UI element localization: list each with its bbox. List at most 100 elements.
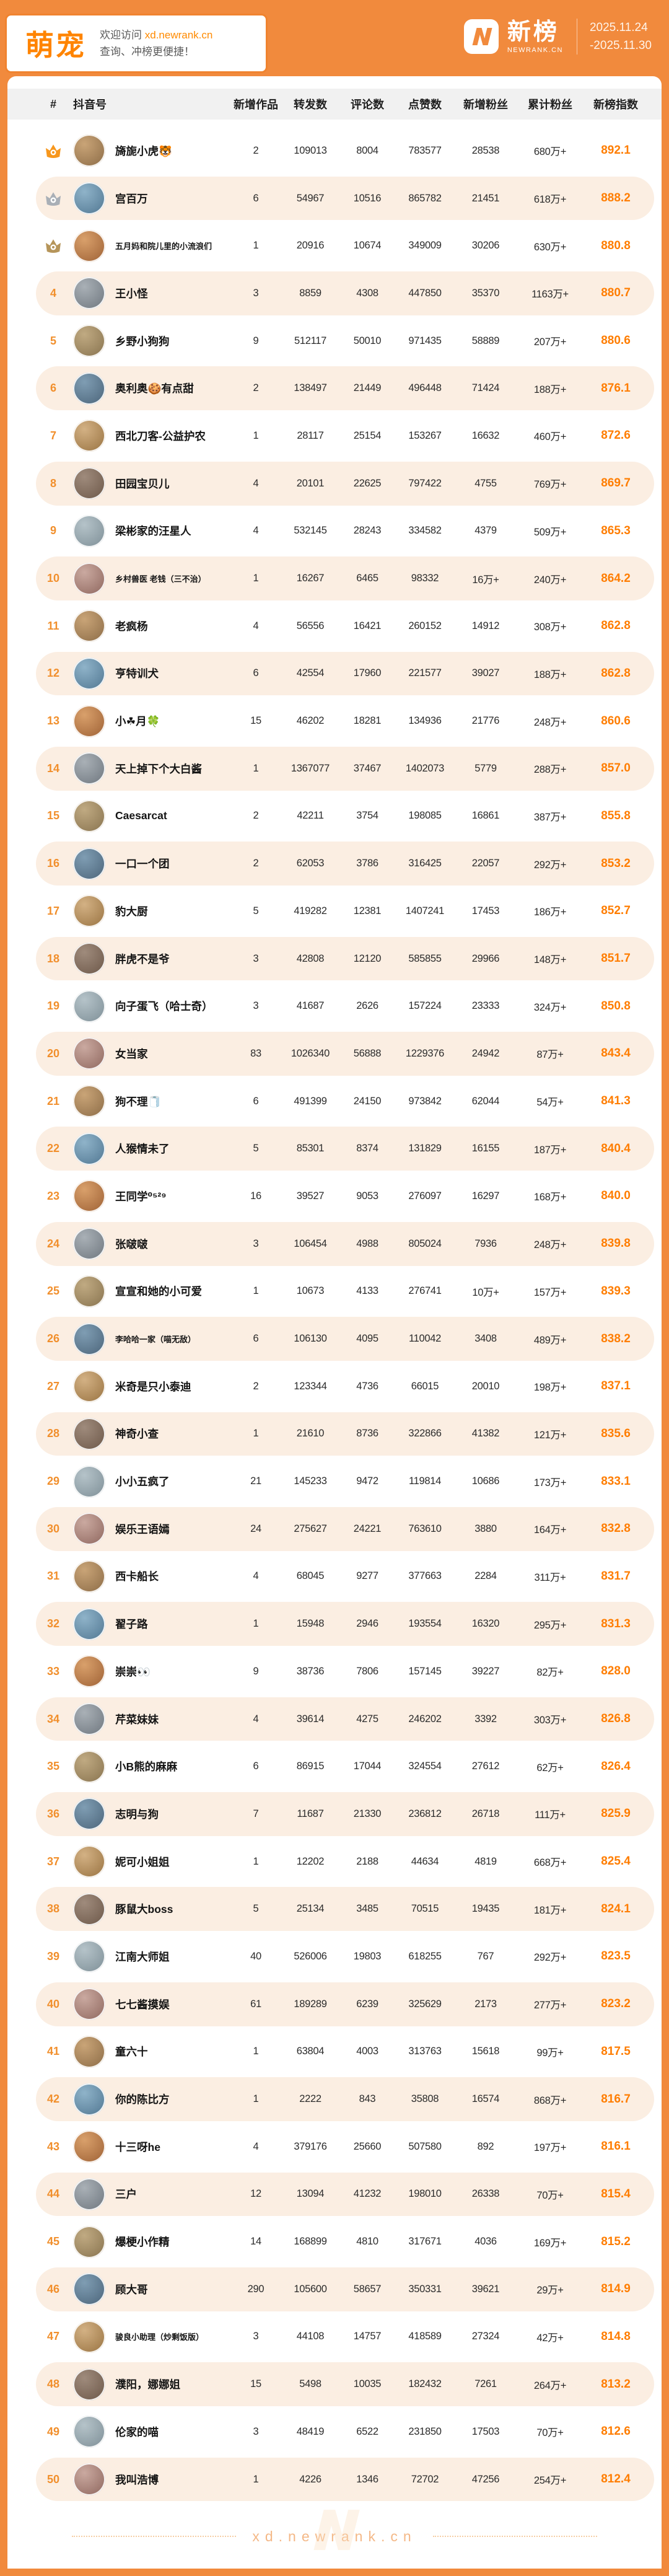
stat-shares: 42808 [296, 952, 325, 964]
table-row[interactable]: 35 小B熊的麻麻 6 86915 17044 324554 27612 62万+ 826.4 [7, 1743, 662, 1790]
stat-shares: 42554 [296, 667, 325, 679]
table-row[interactable]: 38 豚鼠大boss 5 25134 3485 70515 19435 181万+ 824.1 [7, 1885, 662, 1933]
table-row[interactable]: 13 小☘月🍀 15 46202 18281 134936 21776 248万+ 860.6 [7, 697, 662, 745]
table-row[interactable]: 27 米奇是只小泰迪 2 123344 4736 66015 20010 198万+ 837.1 [7, 1363, 662, 1410]
table-row[interactable]: 43 十三呀he 4 379176 25660 507580 892 197万+ 816.1 [7, 2123, 662, 2171]
stat-new-works: 1 [253, 2473, 259, 2485]
stat-shares: 13094 [296, 2188, 325, 2200]
stat-likes: 618255 [408, 1950, 442, 1962]
account-name: 七七酱摸娱 [115, 1998, 170, 2011]
table-row[interactable]: 旖旎小虎🐯 2 109013 8004 783577 28538 680万+ 892.1 [7, 127, 662, 175]
stat-comments: 4133 [356, 1285, 378, 1297]
rank-number: 43 [46, 2140, 60, 2153]
table-row[interactable]: 18 胖虎不是爷 3 42808 12120 585855 29966 148万+ 851.7 [7, 935, 662, 983]
rank-number: 9 [50, 524, 56, 537]
table-row[interactable]: 25 宣宣和她的小可爱 1 10673 4133 276741 10万+ 157万+ 839.3 [7, 1268, 662, 1316]
row-highlight-pill [36, 176, 654, 221]
stat-total-fans: 288万+ [533, 764, 567, 776]
table-row[interactable]: 37 妮可小姐姐 1 12202 2188 44634 4819 668万+ 825.4 [7, 1838, 662, 1886]
stat-total-fans: 186万+ [533, 907, 567, 918]
table-row[interactable]: 22 人猴情未了 5 85301 8374 131829 16155 187万+ 840.4 [7, 1125, 662, 1172]
table-row[interactable]: 30 娱乐王语嫣 24 275627 24221 763610 3880 164万+ 832.8 [7, 1505, 662, 1553]
table-row[interactable]: 4 王小怪 3 8859 4308 447850 35370 1163万+ 880.7 [7, 270, 662, 317]
table-row[interactable]: 8 田园宝贝儿 4 20101 22625 797422 4755 769万+ 869.7 [7, 460, 662, 508]
account-name: 顾大哥 [115, 2283, 148, 2296]
newrank-index: 828.0 [601, 1664, 631, 1678]
table-row[interactable]: 宫百万 6 54967 10516 865782 21451 618万+ 888.2 [7, 175, 662, 222]
table-row[interactable]: 7 西北刀客-公益护农 1 28117 25154 153267 16632 460万+ 872… [7, 412, 662, 460]
table-row[interactable]: 28 神奇小查 1 21610 8736 322866 41382 121万+ 835.6 [7, 1410, 662, 1458]
table-row[interactable]: 46 顾大哥 290 105600 58657 350331 39621 29万+ 814.9 [7, 2266, 662, 2313]
table-row[interactable]: 39 江南大师姐 40 526006 19803 618255 767 292万+ 823.5 [7, 1933, 662, 1980]
table-row[interactable]: 42 你的陈比方 1 2222 843 35808 16574 868万+ 816.7 [7, 2075, 662, 2123]
stat-new-fans: 14912 [471, 620, 500, 631]
stat-likes: 236812 [408, 1808, 442, 1819]
stat-total-fans: 111万+ [535, 1809, 566, 1821]
stat-new-works: 1 [253, 762, 259, 774]
rank-cell: 46 [38, 2283, 68, 2296]
avatar [73, 1940, 105, 1973]
table-row[interactable]: 47 骏良小助理（炒剩饭版） 3 44108 14757 418589 27324 42万+ 8… [7, 2313, 662, 2361]
table-row[interactable]: 20 女当家 83 1026340 56888 1229376 24942 87万+ 843.4 [7, 1030, 662, 1078]
table-row[interactable]: 36 志明与狗 7 11687 21330 236812 26718 111万+ 825.9 [7, 1790, 662, 1838]
account-name: 女当家 [115, 1047, 148, 1060]
stat-new-fans: 15618 [471, 2046, 500, 2057]
stat-total-fans: 187万+ [533, 1144, 567, 1156]
table-row[interactable]: 40 七七酱摸娱 61 189289 6239 325629 2173 277万+ 823.2 [7, 1980, 662, 2028]
stat-comments: 4308 [356, 287, 378, 299]
table-row[interactable]: 32 翟子路 1 15948 2946 193554 16320 295万+ 831.3 [7, 1600, 662, 1648]
table-row[interactable]: 45 爆梗小作精 14 168899 4810 317671 4036 169万+ 815.2 [7, 2218, 662, 2266]
rank-cell: 25 [38, 1285, 68, 1298]
stat-new-works: 1 [253, 429, 259, 441]
stat-new-fans: 41382 [471, 1428, 500, 1440]
stat-likes: 193554 [408, 1618, 442, 1630]
table-row[interactable]: 41 童六十 1 63804 4003 313763 15618 99万+ 817.5 [7, 2028, 662, 2076]
table-row[interactable]: 44 三户 12 13094 41232 198010 26338 70万+ 815.4 [7, 2171, 662, 2218]
table-row[interactable]: 17 豹大厨 5 419282 12381 1407241 17453 186万+ 852.7 [7, 887, 662, 935]
table-row[interactable]: 34 芹菜妹妹 4 39614 4275 246202 3392 303万+ 826.8 [7, 1695, 662, 1743]
row-highlight-pill [36, 936, 654, 981]
table-row[interactable]: 49 伦家的喵 3 48419 6522 231850 17503 70万+ 812.6 [7, 2408, 662, 2456]
table-row[interactable]: 50 我叫浩博 1 4226 1346 72702 47256 254万+ 812.4 [7, 2456, 662, 2503]
table-row[interactable]: 9 梁彬家的汪星人 4 532145 28243 334582 4379 509万+ 865.3 [7, 508, 662, 555]
avatar [73, 657, 105, 690]
stat-likes: 131829 [408, 1143, 442, 1154]
table-row[interactable]: 11 老疯杨 4 56556 16421 260152 14912 308万+ 862.8 [7, 602, 662, 650]
table-row[interactable]: 48 濮阳，娜娜姐 15 5498 10035 182432 7261 264万+ 813.2 [7, 2360, 662, 2408]
table-row[interactable]: 12 亨特训犬 6 42554 17960 221577 39027 188万+ 862.8 [7, 650, 662, 698]
rank-number: 17 [46, 904, 60, 917]
stat-likes: 246202 [408, 1713, 442, 1725]
rank-cell: 33 [38, 1665, 68, 1678]
rank-cell: 26 [38, 1332, 68, 1345]
table-row[interactable]: 29 小小五疯了 21 145233 9472 119814 10686 173万+ 833.1 [7, 1457, 662, 1505]
table-row[interactable]: 14 天上掉下个大白酱 1 1367077 37467 1402073 5779 288万+ 8… [7, 745, 662, 793]
account-name: 芹菜妹妹 [115, 1713, 159, 1726]
stat-comments: 4095 [356, 1333, 378, 1345]
table-row[interactable]: 19 向子蛋飞（哈士奇） 3 41687 2626 157224 23333 324万+ 850… [7, 982, 662, 1030]
avatar [73, 1988, 105, 2021]
stat-likes: 334582 [408, 525, 442, 537]
table-row[interactable]: 21 狗不理🧻 6 491399 24150 973842 62044 54万+ 841.3 [7, 1078, 662, 1125]
table-row[interactable]: 24 张啵啵 3 106454 4988 805024 7936 248万+ 839.8 [7, 1220, 662, 1268]
table-row[interactable]: 6 奥利奥🍪有点甜 2 138497 21449 496448 71424 188万+ 876.… [7, 364, 662, 412]
stat-new-works: 7 [253, 1808, 259, 1819]
table-row[interactable]: 10 乡村兽医 老钱（三不治） 1 16267 6465 98332 16万+ 240万+ 86… [7, 555, 662, 602]
stat-shares: 526006 [294, 1950, 327, 1962]
stat-likes: 973842 [408, 1095, 442, 1107]
account-name: 翟子路 [115, 1618, 148, 1631]
table-row[interactable]: 16 一口一个团 2 62053 3786 316425 22057 292万+ 853.2 [7, 840, 662, 887]
welcome-link[interactable]: xd.newrank.cn [144, 29, 213, 41]
table-row[interactable]: 15 Caesarcat 2 42211 3754 198085 16861 387万+ 855… [7, 793, 662, 840]
table-row[interactable]: 31 西卡船长 4 68045 9277 377663 2284 311万+ 831.7 [7, 1553, 662, 1601]
table-row[interactable]: 五月妈和院儿里的小流浪们 1 20916 10674 349009 30206 630万+ 8… [7, 222, 662, 270]
avatar [73, 420, 105, 452]
stat-new-fans: 30206 [471, 240, 500, 252]
stat-total-fans: 121万+ [533, 1429, 567, 1441]
table-row[interactable]: 23 王同学⁰⁵²⁹ 16 39527 9053 276097 16297 168万+ 840.… [7, 1172, 662, 1220]
rank-number: 28 [46, 1427, 60, 1440]
rank-number: 27 [46, 1379, 60, 1392]
table-row[interactable]: 26 李哈哈一家（喵无敌） 6 106130 4095 110042 3408 489万+ 83… [7, 1315, 662, 1363]
table-row[interactable]: 5 乡野小狗狗 9 512117 50010 971435 58889 207万+ 880.6 [7, 317, 662, 365]
stat-new-fans: 26718 [471, 1808, 500, 1819]
table-row[interactable]: 33 崇崇👀 9 38736 7806 157145 39227 82万+ 828.0 [7, 1648, 662, 1695]
